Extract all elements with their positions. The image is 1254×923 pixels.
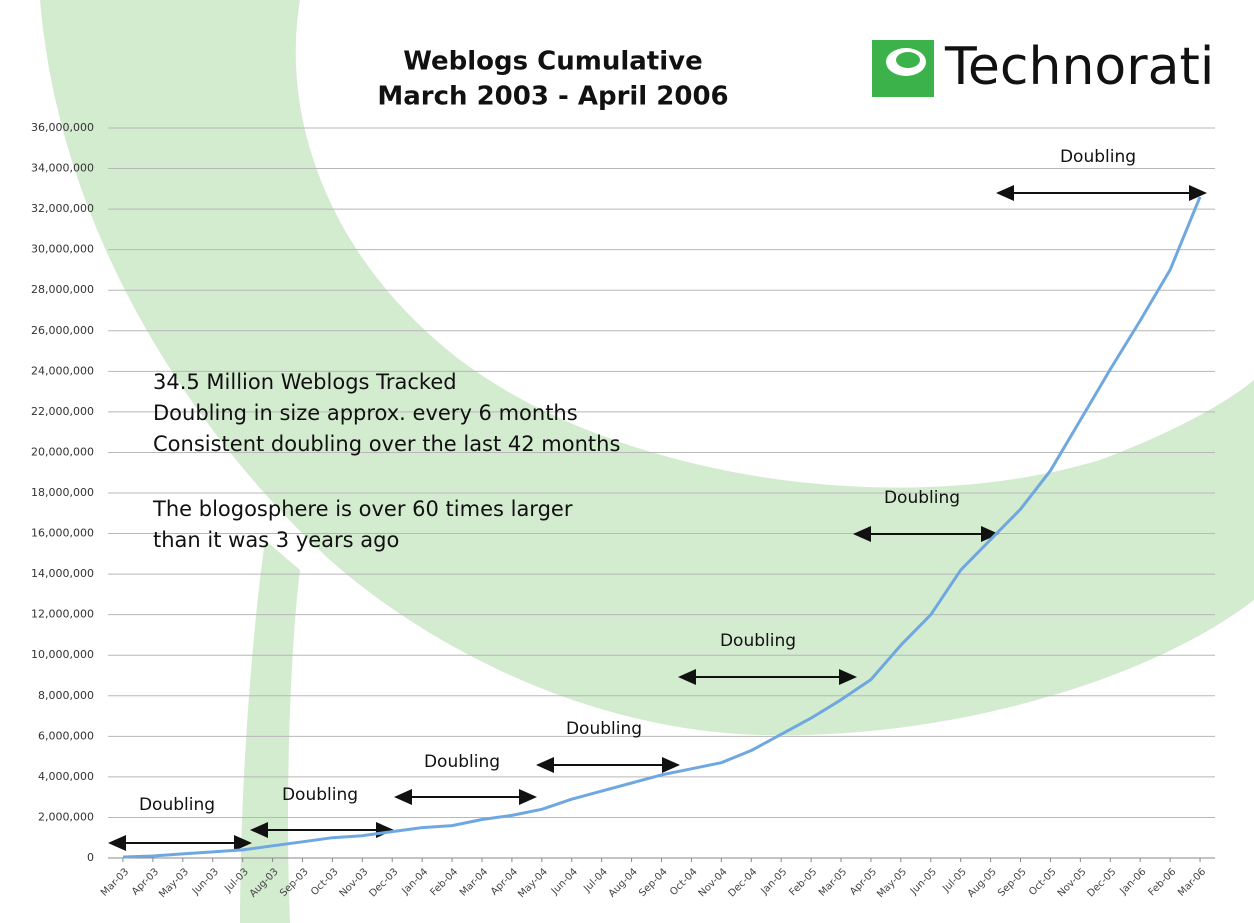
chart-subtitle: March 2003 - April 2006 <box>377 82 728 112</box>
y-tick-label: 16,000,000 <box>31 527 94 540</box>
y-tick-label: 4,000,000 <box>38 770 94 783</box>
y-tick-label: 20,000,000 <box>31 445 94 458</box>
y-tick-label: 14,000,000 <box>31 567 94 580</box>
y-tick-label: 12,000,000 <box>31 608 94 621</box>
x-tick-label: Dec-04 <box>726 866 759 899</box>
x-tick-label: Mar-03 <box>99 866 131 898</box>
x-tick-label: Jan-05 <box>758 866 789 897</box>
x-tick-label: Oct-03 <box>309 866 341 898</box>
y-tick-label: 24,000,000 <box>31 364 94 377</box>
annotation: Doubling <box>566 719 642 739</box>
logo-bubble-inner <box>896 52 920 68</box>
y-tick-label: 32,000,000 <box>31 202 94 215</box>
note: than it was 3 years ago <box>153 528 399 552</box>
background-swirl <box>40 0 1254 923</box>
x-tick-label: May-04 <box>516 866 550 900</box>
x-tick-label: Mar-06 <box>1176 866 1208 898</box>
x-tick-label: Aug-05 <box>966 866 999 899</box>
y-tick-label: 10,000,000 <box>31 648 94 661</box>
x-tick-label: May-03 <box>157 866 191 900</box>
x-tick-label: Jun-03 <box>190 866 221 897</box>
annotation: Doubling <box>139 795 215 815</box>
x-tick-label: Oct-05 <box>1027 866 1059 898</box>
x-tick-label: Aug-04 <box>607 866 640 899</box>
x-tick-label: Sep-04 <box>637 866 670 899</box>
x-tick-label: Nov-04 <box>697 866 730 899</box>
x-tick-label: Jun-05 <box>908 866 939 897</box>
x-tick-label: Jul-05 <box>940 866 969 895</box>
annotation: Doubling <box>1060 147 1136 167</box>
note: Consistent doubling over the last 42 mon… <box>153 432 620 456</box>
y-tick-label: 36,000,000 <box>31 121 94 134</box>
y-tick-label: 0 <box>87 851 94 864</box>
chart: Weblogs Cumulative March 2003 - April 20… <box>0 0 1254 923</box>
logo: Technorati <box>872 37 1214 97</box>
y-tick-label: 26,000,000 <box>31 324 94 337</box>
note: The blogosphere is over 60 times larger <box>152 497 573 521</box>
annotation: Doubling <box>884 488 960 508</box>
x-tick-label: Feb-06 <box>1147 866 1179 898</box>
y-tick-label: 6,000,000 <box>38 729 94 742</box>
x-tick-label: Mar-04 <box>458 866 490 898</box>
x-tick-label: Jan-06 <box>1118 866 1149 897</box>
y-tick-label: 28,000,000 <box>31 283 94 296</box>
x-tick-label: Jan-04 <box>399 866 430 897</box>
chart-title: Weblogs Cumulative <box>403 47 702 77</box>
x-tick-label: Feb-04 <box>428 866 460 898</box>
y-tick-label: 22,000,000 <box>31 405 94 418</box>
x-tick-label: Oct-04 <box>668 866 700 898</box>
x-tick-label: Mar-05 <box>817 866 849 898</box>
y-tick-label: 34,000,000 <box>31 162 94 175</box>
y-tick-label: 2,000,000 <box>38 810 94 823</box>
x-tick-label: Dec-03 <box>367 866 400 899</box>
x-tick-label: Nov-03 <box>338 866 371 899</box>
page: Weblogs Cumulative March 2003 - April 20… <box>0 0 1254 923</box>
logo-text: Technorati <box>944 37 1214 97</box>
annotation: Doubling <box>720 631 796 651</box>
x-tick-label: Sep-05 <box>996 866 1029 899</box>
x-tick-label: Nov-05 <box>1056 866 1089 899</box>
y-tick-label: 18,000,000 <box>31 486 94 499</box>
y-tick-label: 30,000,000 <box>31 243 94 256</box>
x-tick-label: Jun-04 <box>549 866 580 897</box>
x-tick-label: May-05 <box>875 866 909 900</box>
x-tick-label: Feb-05 <box>787 866 819 898</box>
x-tick-label: Jul-04 <box>581 866 610 895</box>
annotation: Doubling <box>424 752 500 772</box>
note: Doubling in size approx. every 6 months <box>153 401 578 425</box>
note: 34.5 Million Weblogs Tracked <box>153 370 457 394</box>
x-tick-label: Dec-05 <box>1086 866 1119 899</box>
annotation: Doubling <box>282 785 358 805</box>
y-tick-label: 8,000,000 <box>38 689 94 702</box>
